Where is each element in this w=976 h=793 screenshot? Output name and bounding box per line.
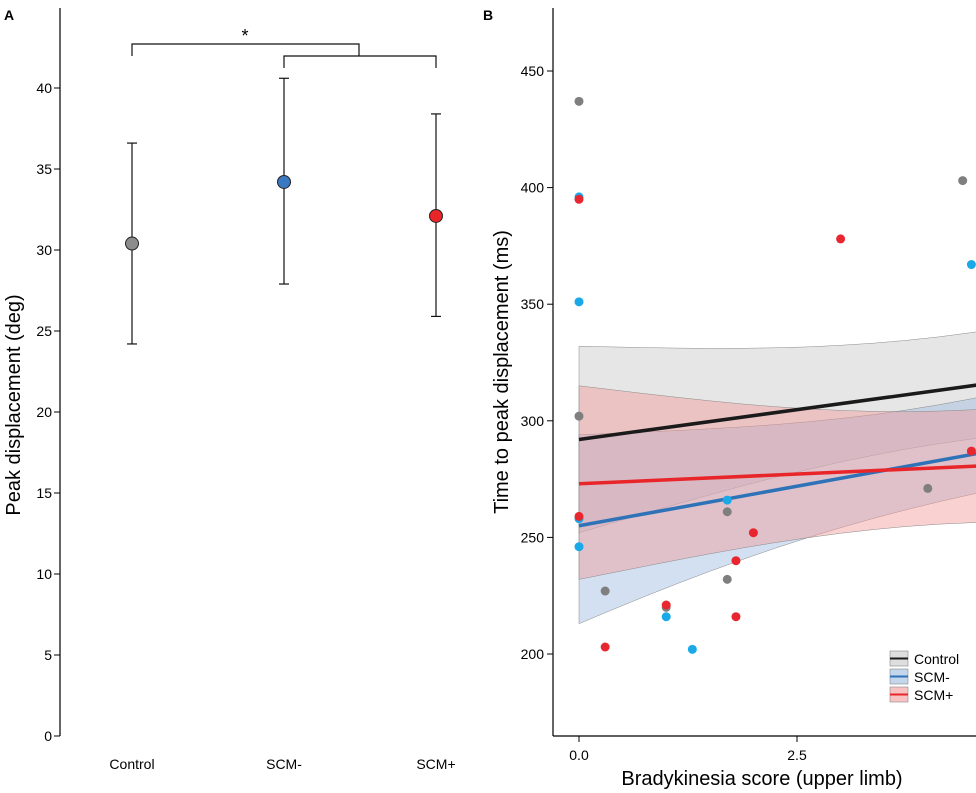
data-point-control bbox=[923, 483, 933, 493]
data-point-scm- bbox=[661, 600, 671, 610]
panel-a-chart: A Peak displacement (deg) 0 5 10 15 20 25 30 35… bbox=[3, 7, 456, 772]
legend-label: Control bbox=[914, 651, 959, 667]
bracket-scm-minus-vs-plus bbox=[283, 55, 437, 68]
panel-b-y-tick-label: 300 bbox=[521, 413, 545, 429]
data-point-scm- bbox=[600, 642, 610, 652]
data-point-scm- bbox=[966, 260, 976, 270]
panel-a-group-control bbox=[125, 142, 139, 345]
panel-b-y-axis-title: Time to peak displacement (ms) bbox=[491, 230, 513, 514]
data-point-scm- bbox=[687, 644, 697, 654]
data-point-control bbox=[958, 176, 968, 186]
panel-b-y-tick-label: 350 bbox=[521, 296, 545, 312]
panel-a-x-tick-label: SCM- bbox=[266, 756, 302, 772]
legend-label: SCM+ bbox=[914, 687, 953, 703]
mean-point bbox=[125, 236, 139, 251]
regression-line-scm- bbox=[578, 464, 976, 486]
panel-a-y-axis-title: Peak displacement (deg) bbox=[3, 294, 25, 515]
mean-point bbox=[429, 208, 443, 223]
data-point-scm- bbox=[731, 556, 741, 566]
significance-star: * bbox=[241, 26, 248, 46]
ci-band-control bbox=[578, 331, 976, 534]
data-point-control bbox=[574, 96, 584, 106]
panel-b-y-tick-label: 450 bbox=[521, 63, 545, 79]
data-point-scm- bbox=[574, 297, 584, 307]
panel-a-x-tick-label: Control bbox=[109, 756, 154, 772]
panel-a-x-tick-label: SCM+ bbox=[416, 756, 455, 772]
regression-line-control bbox=[578, 383, 976, 442]
panel-a-y-tick-label: 20 bbox=[36, 404, 52, 420]
data-point-control bbox=[600, 586, 610, 596]
legend-item-scm-: SCM+ bbox=[889, 686, 953, 703]
panel-b-x-tick-label: 2.5 bbox=[787, 747, 807, 763]
data-point-scm- bbox=[836, 234, 846, 244]
significance-brackets: * bbox=[131, 26, 437, 68]
panel-b-x-tick-label: 0.0 bbox=[569, 747, 589, 763]
legend-item-scm-: SCM- bbox=[889, 668, 950, 685]
panel-a-y-tick-label: 40 bbox=[36, 80, 52, 96]
bracket-control-vs-scm bbox=[131, 43, 360, 56]
data-point-scm- bbox=[722, 495, 732, 505]
ci-band-scm- bbox=[578, 397, 976, 625]
panel-a-y-tick-label: 0 bbox=[44, 728, 52, 744]
mean-point bbox=[277, 174, 291, 189]
data-point-control bbox=[574, 411, 584, 421]
panel-b-y-tick-label: 250 bbox=[521, 529, 545, 545]
panel-a-y-tick-label: 5 bbox=[44, 647, 52, 663]
data-point-scm- bbox=[574, 542, 584, 552]
panel-b-x-axis-title: Bradykinesia score (upper limb) bbox=[621, 768, 902, 790]
legend-label: SCM- bbox=[914, 669, 950, 685]
data-point-scm- bbox=[966, 446, 976, 456]
data-point-scm- bbox=[731, 612, 741, 622]
panel-a-y-tick-label: 15 bbox=[36, 485, 52, 501]
panel-a-group-scm- bbox=[429, 113, 443, 318]
data-point-scm- bbox=[748, 528, 758, 538]
panel-a-y-tick-label: 25 bbox=[36, 323, 52, 339]
panel-a-y-tick-label: 35 bbox=[36, 161, 52, 177]
data-point-scm- bbox=[574, 511, 584, 521]
legend-item-control: Control bbox=[889, 650, 959, 667]
data-point-control bbox=[722, 574, 732, 584]
panel-a-label: A bbox=[4, 7, 14, 23]
data-point-scm- bbox=[661, 612, 671, 622]
data-point-scm- bbox=[574, 194, 584, 204]
panel-b-y-tick-label: 200 bbox=[521, 646, 545, 662]
data-point-control bbox=[722, 507, 732, 517]
panel-b-chart: B Time to peak displacement (ms) Bradyki… bbox=[483, 7, 976, 790]
panel-a-group-scm- bbox=[277, 77, 291, 285]
panel-b-label: B bbox=[483, 7, 493, 23]
panel-a-y-tick-label: 30 bbox=[36, 242, 52, 258]
panel-b-y-tick-label: 400 bbox=[521, 180, 545, 196]
panel-a-y-tick-label: 10 bbox=[36, 566, 52, 582]
ci-band-scm- bbox=[578, 385, 976, 580]
